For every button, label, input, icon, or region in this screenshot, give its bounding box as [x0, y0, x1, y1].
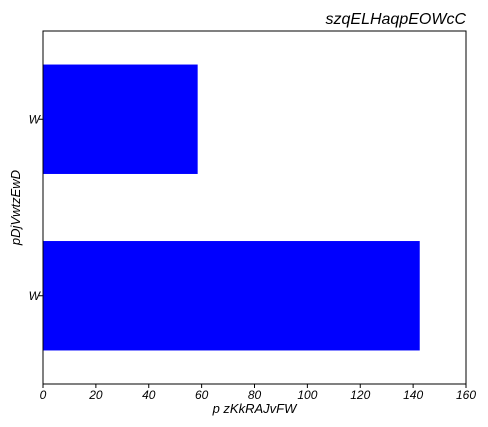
x-axis-label: p zKkRAJvFW	[212, 401, 299, 416]
x-tick-label-0: 0	[40, 388, 47, 402]
y-axis-label: pDjVwtzEwD	[8, 170, 23, 246]
x-tick-label-6: 120	[350, 388, 370, 402]
x-tick-label-8: 160	[456, 388, 476, 402]
y-tick-label-1: W	[29, 289, 42, 303]
y-tick-label-0: W	[29, 112, 42, 126]
chart-title: szqELHaqpEOWcC	[326, 11, 467, 28]
x-tick-label-2: 40	[142, 388, 156, 402]
x-axis-ticks: 0 20 40 60 80 100 120 140 160	[40, 384, 476, 402]
bar-1	[43, 241, 420, 351]
y-axis-ticks: WW	[29, 112, 43, 303]
x-tick-label-3: 60	[195, 388, 209, 402]
x-tick-label-7: 140	[403, 388, 423, 402]
x-tick-label-1: 20	[88, 388, 103, 402]
x-tick-label-5: 100	[297, 388, 317, 402]
bars-group	[43, 64, 420, 351]
x-tick-label-4: 80	[248, 388, 262, 402]
bar-0	[43, 64, 198, 174]
